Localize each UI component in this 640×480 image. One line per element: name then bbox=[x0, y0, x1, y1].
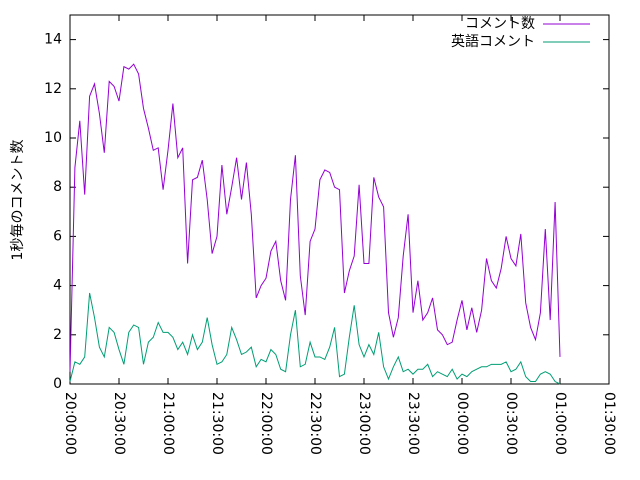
series-line bbox=[69, 63, 561, 372]
plot-frame bbox=[69, 14, 610, 385]
y-tick-label: 14 bbox=[44, 32, 62, 48]
y-axis-label: 1秒毎のコメント数 bbox=[10, 140, 26, 261]
x-tick-label: 22:30:00 bbox=[307, 392, 323, 455]
y-tick-label: 2 bbox=[53, 327, 62, 343]
x-tick-label: 01:00:00 bbox=[552, 392, 568, 455]
x-tick-label: 21:30:00 bbox=[209, 392, 225, 455]
x-tick-label: 00:00:00 bbox=[454, 392, 470, 455]
x-tick-label: 20:00:00 bbox=[62, 392, 78, 455]
y-tick-label: 6 bbox=[53, 228, 62, 244]
x-tick-label: 20:30:00 bbox=[111, 392, 127, 455]
y-tick-label: 0 bbox=[53, 376, 62, 392]
x-tick-label: 00:30:00 bbox=[503, 392, 519, 455]
legend-label: コメント数 bbox=[465, 16, 535, 32]
y-tick-label: 12 bbox=[44, 81, 62, 97]
x-tick-label: 21:00:00 bbox=[160, 392, 176, 455]
y-tick-label: 10 bbox=[44, 130, 62, 146]
legend-label: 英語コメント bbox=[451, 33, 535, 50]
x-tick-label: 01:30:00 bbox=[601, 392, 617, 455]
x-tick-label: 22:00:00 bbox=[258, 392, 274, 455]
y-tick-label: 8 bbox=[53, 179, 62, 195]
x-tick-label: 23:30:00 bbox=[405, 392, 421, 455]
x-tick-label: 23:00:00 bbox=[356, 392, 372, 455]
y-tick-label: 4 bbox=[53, 278, 62, 294]
series-line bbox=[69, 292, 561, 385]
